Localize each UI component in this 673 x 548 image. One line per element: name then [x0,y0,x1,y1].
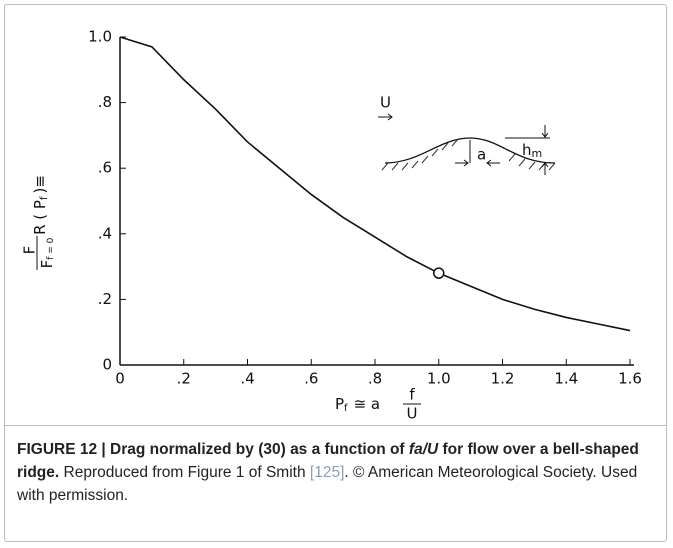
x-tick-label: .8 [368,370,382,388]
inset-diagram: U a hm [378,94,556,175]
y-label-den: Ff = 0 [38,237,56,268]
x-tick-label: .2 [177,370,191,388]
x-tick-label: .6 [304,370,318,388]
x-tick-label: 1.2 [491,370,515,388]
x-label-sub: f [344,403,348,414]
height-arrows [505,125,550,175]
wind-arrow [378,113,393,121]
y-tick-label: .8 [98,93,112,111]
x-tick-label: .4 [240,370,254,388]
caption: FIGURE 12 | Drag normalized by (30) as a… [17,438,657,507]
caption-text-1: Reproduced from Figure 1 of Smith [59,464,310,481]
x-label-part: P [335,395,344,413]
inset-h: hm [522,141,542,161]
x-label-num: f [409,386,415,404]
y-label-sub: f [39,196,50,200]
inset-a: a [477,146,486,164]
y-label-part: R ( P [31,200,49,235]
y-tick-label: .6 [98,159,112,177]
x-tick-label: 1.0 [427,370,451,388]
inset-h-main: h [522,141,532,159]
y-tick-label: .4 [98,224,112,242]
caption-bold: FIGURE 12 | Drag normalized by (30) as a… [17,441,639,481]
width-arrows [455,159,500,167]
x-tick-label: 1.6 [618,370,642,388]
x-tick-label: 0 [115,370,125,388]
chart: R ( Pf)≡ F Ff = 0 Pf ≅ a f U U a hm 0.2.4… [21,28,642,423]
caption-ref[interactable]: [125] [309,464,345,481]
y-axis-label: R ( Pf )≡ [31,175,51,235]
inset-u: U [380,94,391,112]
y-tick-label: 1.0 [88,28,112,46]
frame [4,4,667,542]
caption-italic: fa/U [408,441,439,458]
ridge [384,137,556,164]
x-label-part: ≅ a [354,395,381,413]
y-label-den-f: F [38,260,56,269]
highlight-point [433,267,445,279]
y-label-part: )≡ [31,175,49,193]
x-tick-label: 1.4 [554,370,578,388]
y-tick-label: 0 [102,356,112,374]
y-tick-label: .2 [98,290,112,308]
y-label-den-sub: f = 0 [46,237,56,259]
caption-bold-1: FIGURE 12 | Drag normalized by (30) as a… [17,441,409,458]
y-label-num: F [21,246,39,255]
inset-h-sub: m [532,147,543,160]
x-label-den: U [407,405,418,423]
x-axis-label: Pf ≅ a [335,395,380,415]
separator [4,425,667,426]
caption-bold-2: for flow over a bell-shaped ridge. [17,441,639,481]
caption-text-2: . © American Meteorological Society. Use… [17,464,638,504]
data-line [119,36,631,332]
